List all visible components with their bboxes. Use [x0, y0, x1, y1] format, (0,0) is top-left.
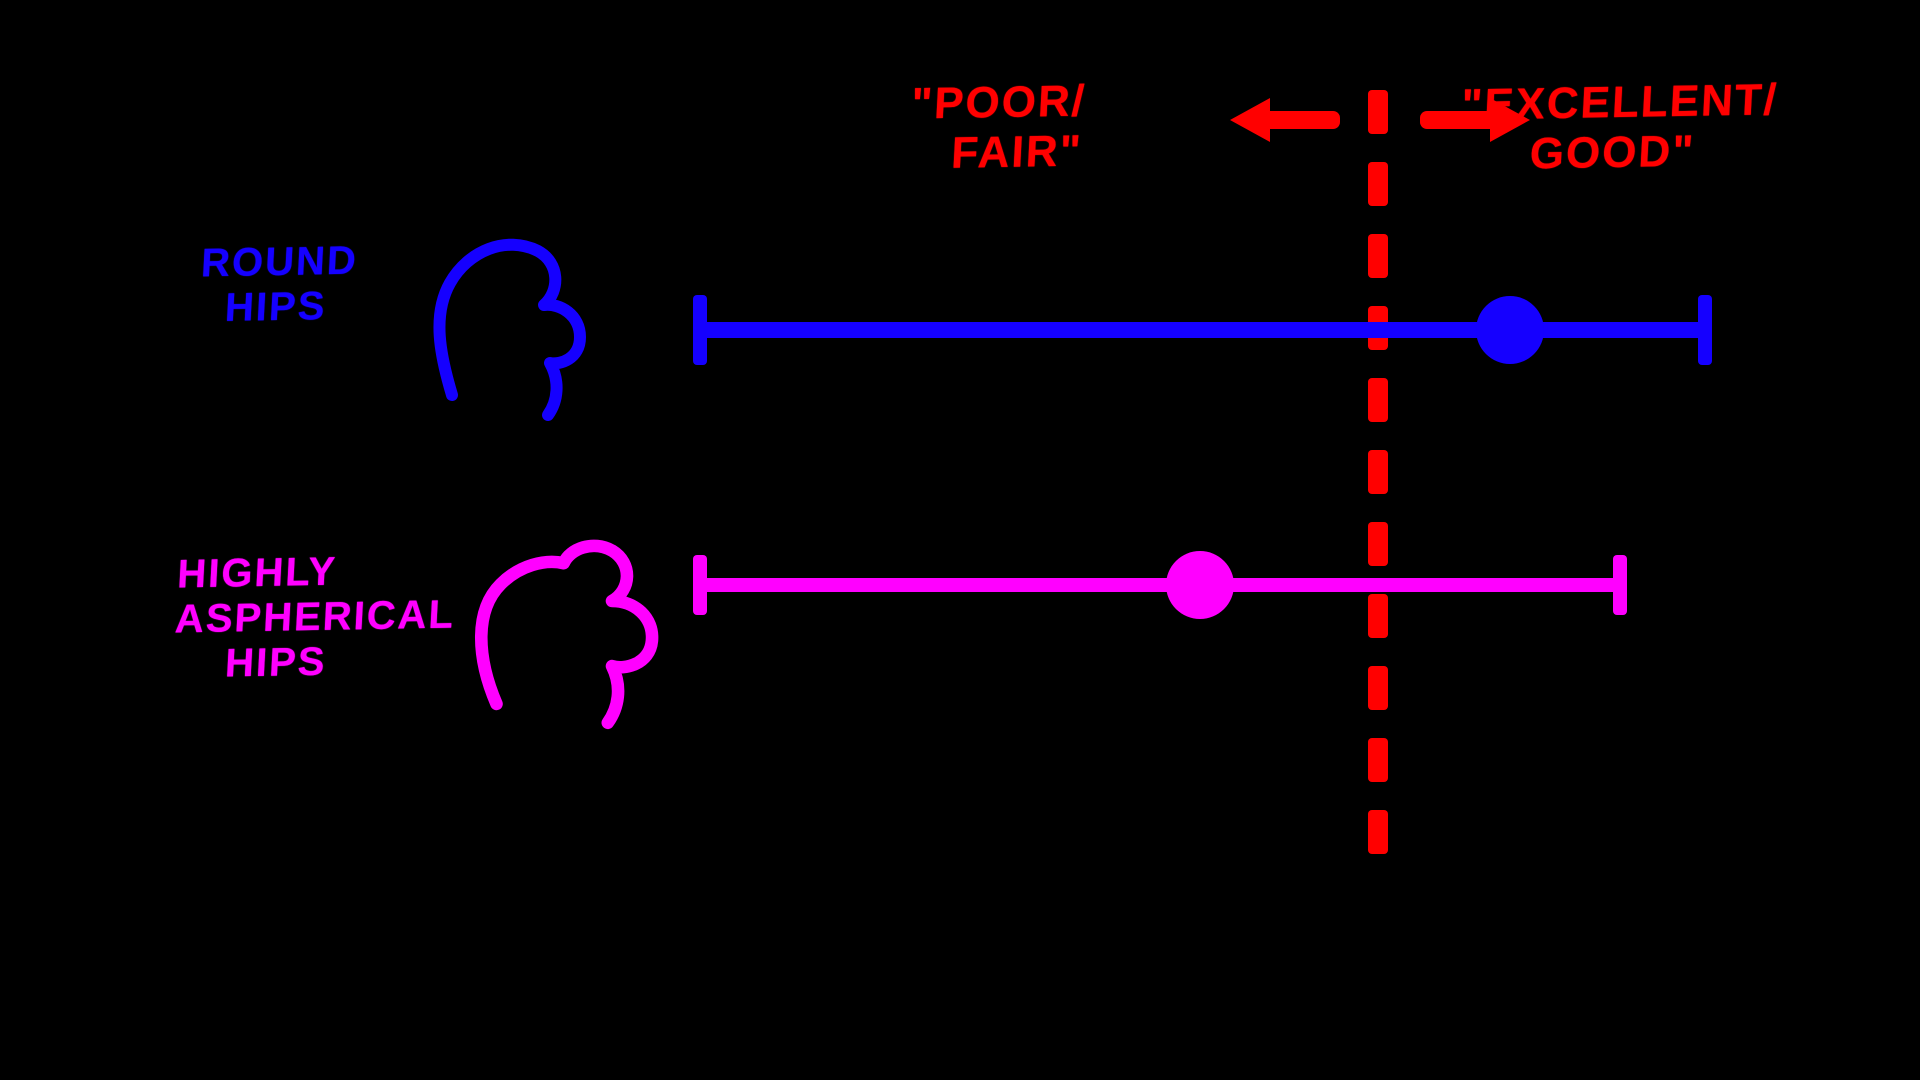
group-label-aspherical: HIGHLY ASPHERICAL HIPS: [171, 548, 458, 688]
outcome-point-round: [1476, 296, 1544, 364]
outcome-bar-aspherical-cap-start: [693, 555, 707, 615]
diagram-stage: "POOR/ FAIR""EXCELLENT/ GOOD"ROUND HIPSH…: [0, 0, 1920, 1080]
hip-aspherical-icon: [455, 494, 686, 751]
group-label-round: ROUND HIPS: [198, 239, 359, 332]
hip-round-icon: [410, 205, 630, 450]
outcome-bar-aspherical-cap-end: [1613, 555, 1627, 615]
outcome-bar-round-cap-end: [1698, 295, 1712, 365]
outcome-bar-round-cap-start: [693, 295, 707, 365]
threshold-label-left: "POOR/ FAIR": [907, 76, 1087, 179]
outcome-point-aspherical: [1166, 551, 1234, 619]
